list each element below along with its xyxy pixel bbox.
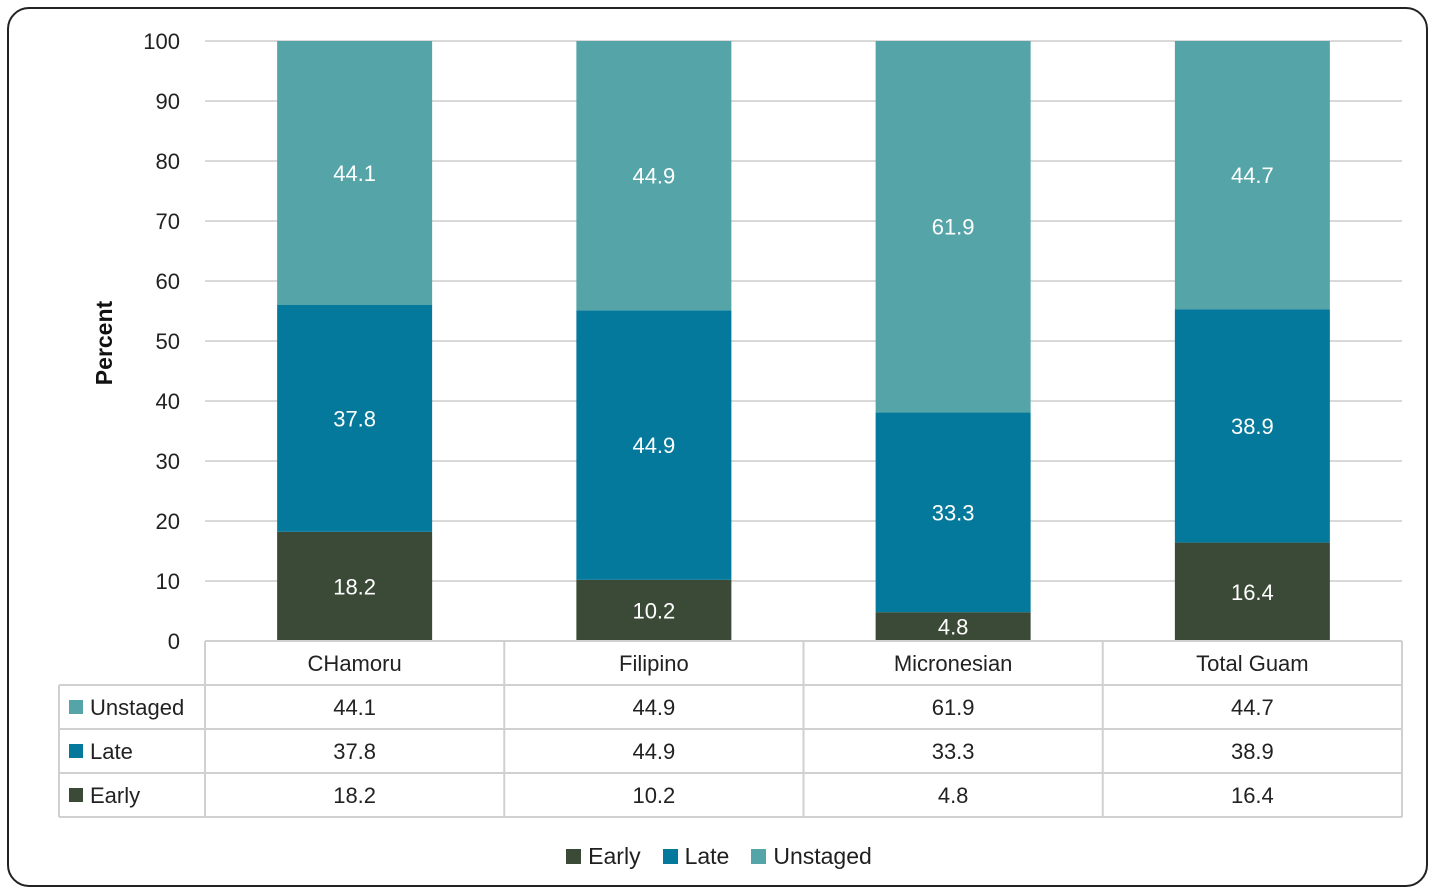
data-label: 37.8: [333, 406, 376, 431]
bar-segment-late: [277, 305, 433, 532]
table-legend-key: [69, 788, 83, 802]
y-tick-label: 70: [156, 209, 180, 234]
table-row-label: Early: [90, 783, 140, 808]
table-cell: 44.9: [632, 695, 675, 720]
bar-segment-late: [576, 310, 732, 580]
data-label: 16.4: [1231, 580, 1274, 605]
data-label: 61.9: [932, 215, 975, 240]
legend-item: Late: [662, 843, 730, 870]
bar-segment-early: [576, 579, 732, 641]
y-tick-label: 0: [168, 629, 180, 654]
legend-item: Unstaged: [751, 843, 872, 870]
bars: 18.2 37.8 44.1 10.2 44.9 44.9 4.8 33.3 61.9 16.4 3…: [277, 41, 1330, 641]
table-cell: 44.1: [333, 695, 376, 720]
legend-label: Early: [588, 843, 641, 869]
y-tick-label: 100: [143, 29, 180, 54]
data-label: 4.8: [938, 615, 969, 640]
bar-segment-early: [1174, 542, 1330, 641]
table-cell: 44.9: [632, 739, 675, 764]
data-label: 44.9: [632, 164, 675, 189]
y-tick-label: 10: [156, 569, 180, 594]
bar-segment-late: [1174, 309, 1330, 543]
data-label: 18.2: [333, 574, 376, 599]
legend-item: Early: [566, 843, 641, 870]
data-label: 38.9: [1231, 414, 1274, 439]
legend-swatch: [751, 849, 767, 864]
y-tick-label: 90: [156, 89, 180, 114]
table-cell: 4.8: [938, 783, 969, 808]
y-axis-ticks: 0 10 20 30 40 50 60 70 80 90 100: [143, 29, 180, 654]
x-tick-label: Total Guam: [1196, 651, 1309, 676]
y-tick-label: 40: [156, 389, 180, 414]
x-tick-label: CHamoru: [308, 651, 402, 676]
x-tick-label: Micronesian: [894, 651, 1013, 676]
table-legend-key: [69, 744, 83, 758]
data-table: CHamoru Filipino Micronesian Total Guam Unst…: [58, 640, 1403, 818]
bar-segment-late: [875, 412, 1031, 613]
bar-segment-early: [277, 531, 433, 641]
table-row-label: Unstaged: [90, 695, 184, 720]
bar-segment-unstaged: [875, 41, 1031, 413]
legend-swatch: [566, 849, 582, 864]
data-label: 44.1: [333, 161, 376, 186]
table-cell: 18.2: [333, 783, 376, 808]
table-cell: 37.8: [333, 739, 376, 764]
y-axis-label: Percent: [91, 300, 117, 385]
table-cell: 16.4: [1231, 783, 1274, 808]
data-label: 44.7: [1231, 163, 1274, 188]
legend-label: Unstaged: [773, 843, 872, 869]
legend-label: Late: [684, 843, 730, 869]
chart-frame: [7, 7, 1428, 887]
y-tick-label: 50: [156, 329, 180, 354]
table-cell: 33.3: [932, 739, 975, 764]
x-tick-label: Filipino: [619, 651, 689, 676]
table-cell: 10.2: [632, 783, 675, 808]
y-tick-label: 60: [156, 269, 180, 294]
bar-segment-unstaged: [576, 41, 732, 311]
table-cell: 38.9: [1231, 739, 1274, 764]
data-label: 10.2: [632, 598, 675, 623]
table-row-label: Late: [90, 739, 133, 764]
data-label: 33.3: [932, 500, 975, 525]
legend: Early Late Unstaged: [0, 843, 1438, 870]
bar-segment-unstaged: [1174, 41, 1330, 310]
bar-segment-early: [875, 612, 1031, 641]
y-tick-label: 20: [156, 509, 180, 534]
table-cell: 61.9: [932, 695, 975, 720]
bar-segment-unstaged: [277, 41, 433, 305]
data-label: 44.9: [632, 433, 675, 458]
table-legend-key: [69, 700, 83, 714]
y-tick-label: 80: [156, 149, 180, 174]
legend-swatch: [662, 849, 678, 864]
y-tick-label: 30: [156, 449, 180, 474]
table-cell: 44.7: [1231, 695, 1274, 720]
